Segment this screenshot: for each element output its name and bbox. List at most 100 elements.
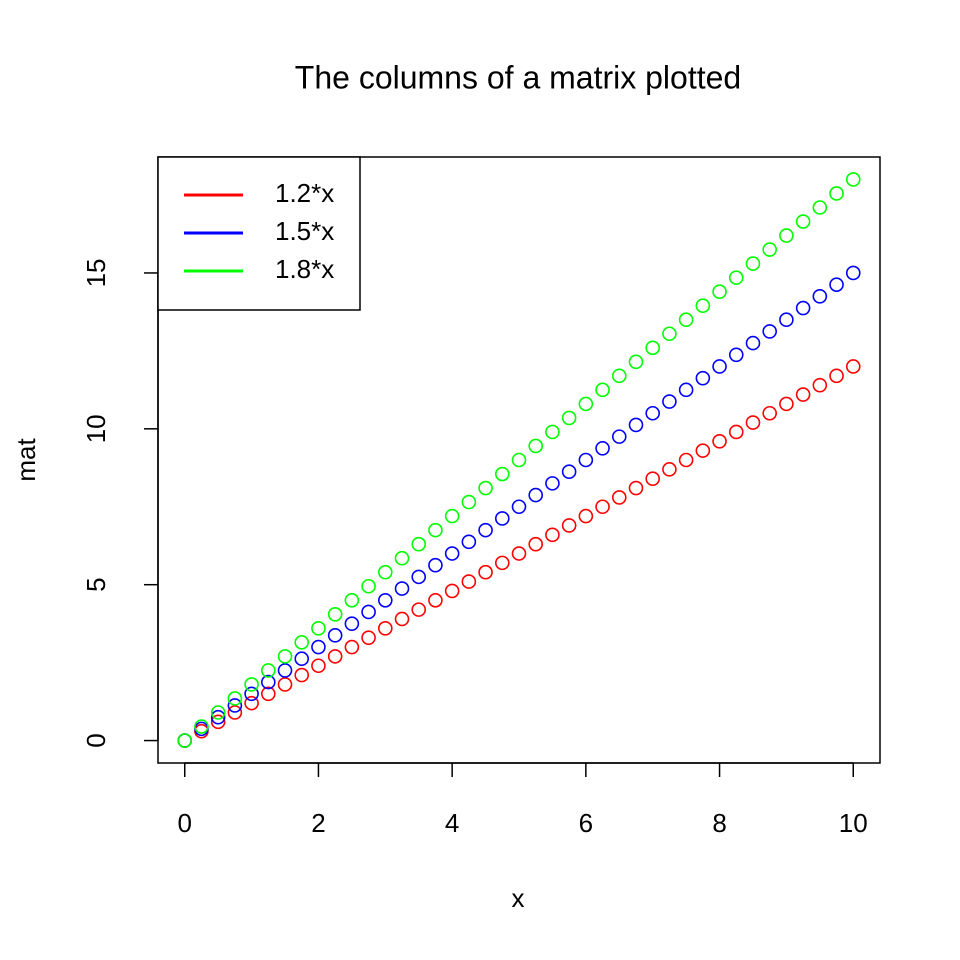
point: [745, 256, 761, 271]
point: [595, 382, 610, 398]
point: [779, 396, 794, 412]
point: [645, 405, 661, 421]
point: [745, 335, 761, 351]
point: [177, 733, 193, 748]
legend-label: 1.5*x: [275, 216, 334, 246]
legend-label: 1.8*x: [275, 254, 334, 284]
point: [377, 621, 393, 636]
point: [779, 228, 794, 243]
point: [779, 312, 794, 328]
point: [829, 368, 844, 384]
point: [344, 639, 360, 655]
x-tick-label: 2: [311, 808, 325, 838]
x-tick-label: 6: [579, 808, 593, 838]
point: [845, 359, 861, 374]
point: [645, 471, 661, 487]
point: [294, 635, 310, 650]
point: [645, 340, 661, 356]
point: [728, 270, 744, 285]
point: [678, 452, 694, 468]
point: [411, 536, 427, 552]
point: [611, 368, 627, 384]
point: [578, 452, 594, 468]
point: [210, 714, 226, 730]
point: [294, 667, 310, 683]
chart-title: The columns of a matrix plotted: [295, 59, 741, 95]
point: [812, 289, 828, 304]
point: [845, 172, 861, 187]
point: [478, 522, 493, 538]
point: [728, 424, 744, 440]
point: [712, 359, 727, 374]
point: [361, 604, 376, 620]
point: [494, 555, 510, 571]
point: [678, 312, 694, 328]
point: [411, 602, 427, 617]
point: [678, 382, 694, 398]
point: [695, 370, 711, 386]
point: [261, 686, 276, 702]
point: [578, 396, 594, 412]
point: [361, 578, 376, 594]
point: [277, 663, 293, 678]
point: [528, 536, 544, 552]
point: [712, 284, 727, 299]
point: [494, 466, 510, 482]
point: [494, 511, 510, 526]
point: [795, 214, 811, 229]
x-tick-label: 10: [839, 808, 868, 838]
x-tick-label: 4: [445, 808, 459, 838]
point: [261, 663, 276, 678]
point: [444, 583, 460, 599]
point: [578, 508, 594, 524]
y-axis-label: mat: [11, 438, 41, 482]
point: [444, 508, 460, 524]
point: [394, 611, 410, 627]
point: [611, 490, 627, 505]
point: [561, 518, 577, 533]
point: [261, 674, 276, 690]
point: [511, 546, 527, 561]
point: [428, 592, 443, 608]
point: [762, 405, 777, 421]
point: [662, 462, 677, 477]
y-tick-label: 15: [81, 259, 111, 288]
point: [394, 581, 410, 596]
point: [210, 709, 226, 725]
point: [277, 649, 293, 664]
point: [377, 564, 393, 580]
point: [511, 452, 527, 468]
point: [662, 394, 677, 409]
point: [695, 298, 711, 313]
y-tick-label: 0: [81, 733, 111, 747]
point: [762, 324, 777, 339]
point: [611, 429, 627, 444]
point: [812, 377, 828, 393]
point: [244, 686, 259, 702]
point: [745, 415, 761, 430]
point: [227, 705, 243, 720]
point: [210, 705, 226, 720]
point: [461, 534, 477, 550]
point: [311, 621, 326, 636]
point: [411, 569, 427, 585]
point: [528, 438, 544, 454]
point: [829, 277, 844, 292]
legend-label: 1.2*x: [275, 178, 334, 208]
point: [628, 480, 644, 496]
point: [227, 691, 243, 706]
x-axis-label: x: [512, 883, 525, 913]
point: [311, 658, 326, 674]
point: [428, 522, 443, 538]
point: [244, 695, 259, 711]
point: [812, 200, 828, 215]
point: [294, 651, 310, 667]
point: [628, 417, 644, 433]
point: [244, 677, 259, 692]
point: [595, 441, 610, 456]
point: [728, 347, 744, 363]
point: [829, 186, 844, 201]
point: [662, 326, 677, 342]
point: [444, 546, 460, 561]
